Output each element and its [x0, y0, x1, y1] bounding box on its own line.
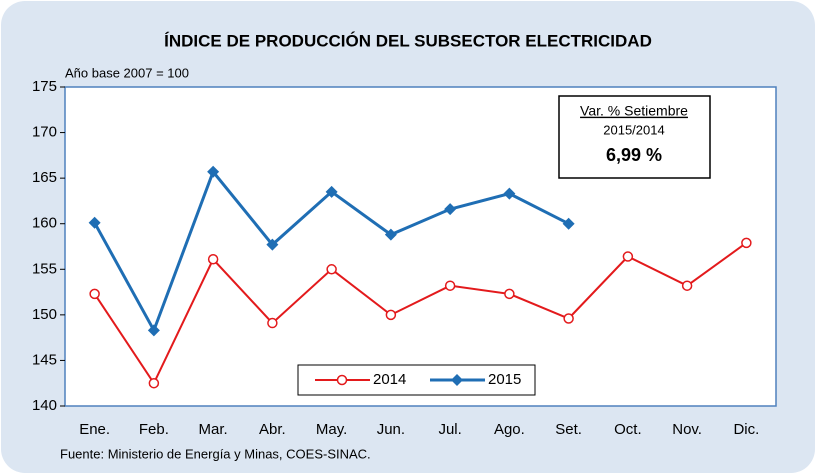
x-tick-label: Dic.: [733, 421, 759, 438]
y-tick-label: 160: [32, 215, 57, 232]
legend-marker: [451, 374, 463, 386]
point: [622, 251, 634, 262]
x-tick-label: May.: [316, 421, 347, 438]
y-tick-label: 150: [32, 306, 57, 323]
annotation-period: 2015/2014: [603, 122, 664, 137]
point: [741, 237, 752, 249]
point: [326, 264, 337, 275]
point: [444, 280, 456, 291]
y-tick-label: 155: [32, 260, 57, 277]
point: [444, 203, 457, 216]
point: [562, 217, 575, 230]
x-tick-label: Mar.: [199, 421, 228, 438]
y-tick-label: 165: [32, 169, 57, 186]
x-tick-label: Ene.: [79, 421, 110, 438]
point: [207, 165, 220, 178]
annotation-box: [558, 95, 711, 179]
y-tick-label: 140: [32, 397, 57, 414]
x-tick-label: Ago.: [494, 421, 525, 438]
x-tick-label: Jun.: [377, 421, 405, 438]
annotation-title: Var. % Setiembre: [580, 103, 688, 119]
point: [267, 317, 278, 329]
point: [88, 216, 101, 229]
legend-label: 2015: [488, 371, 521, 388]
point: [89, 288, 100, 300]
source: Fuente: Ministerio de Energía y Minas, C…: [60, 446, 371, 461]
legend-marker: [336, 374, 348, 386]
point: [325, 185, 338, 198]
point: [207, 254, 219, 265]
subtitle: Año base 2007 = 100: [65, 65, 189, 80]
y-tick-label: 170: [32, 124, 57, 141]
annotation-value: 6,99 %: [606, 145, 662, 165]
y-tick-label: 175: [32, 78, 57, 95]
chart-title: ÍNDICE DE PRODUCCIÓN DEL SUBSECTOR ELECT…: [164, 31, 652, 50]
point: [681, 280, 693, 291]
x-tick-label: Abr.: [259, 421, 286, 438]
point: [147, 324, 160, 337]
point: [266, 238, 279, 251]
x-tick-label: Oct.: [614, 421, 642, 438]
point: [385, 309, 397, 321]
point: [563, 313, 574, 324]
x-tick-label: Nov.: [672, 421, 702, 438]
point: [503, 187, 516, 200]
point: [384, 228, 397, 241]
series-line: [93, 242, 747, 386]
y-tick-label: 145: [32, 351, 57, 368]
legend: [297, 364, 536, 396]
x-tick-label: Set.: [555, 421, 582, 438]
point: [148, 377, 160, 389]
x-tick-label: Feb.: [139, 421, 169, 438]
x-tick-label: Jul.: [438, 421, 461, 438]
legend-label: 2014: [373, 371, 406, 388]
point: [504, 288, 515, 300]
